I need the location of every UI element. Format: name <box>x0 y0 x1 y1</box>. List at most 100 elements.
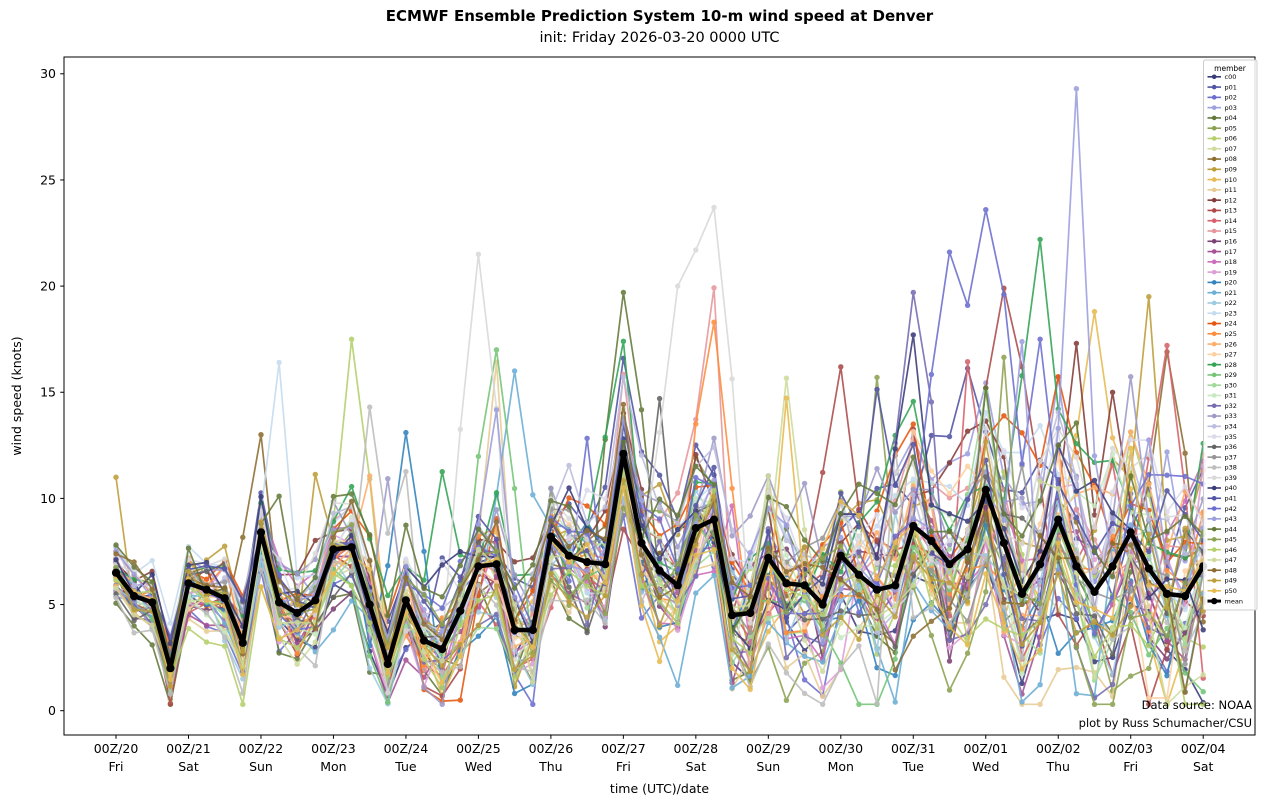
chart-subtitle: init: Friday 2026-03-20 0000 UTC <box>539 30 780 46</box>
mean-marker <box>1036 560 1045 569</box>
member-marker <box>1109 574 1116 580</box>
member-marker <box>530 679 536 685</box>
member-marker <box>294 602 300 608</box>
member-marker <box>747 629 753 636</box>
member-marker <box>983 589 989 595</box>
x-tick-label-utc: 00Z/01 <box>963 741 1008 756</box>
member-marker <box>439 594 445 600</box>
member-marker <box>1164 638 1170 644</box>
member-marker <box>1164 656 1170 662</box>
member-marker <box>856 609 862 616</box>
member-marker <box>511 594 518 600</box>
legend-marker-dot <box>1211 321 1217 326</box>
member-marker <box>530 701 536 707</box>
member-marker <box>856 636 862 642</box>
member-marker <box>874 700 880 707</box>
legend-entry-p40: p40 <box>1207 484 1237 492</box>
member-marker <box>222 643 228 649</box>
member-marker <box>620 477 627 484</box>
member-marker <box>620 289 627 296</box>
mean-marker <box>800 581 809 590</box>
member-marker <box>131 559 137 565</box>
member-marker <box>167 701 174 707</box>
member-marker <box>783 552 790 558</box>
mean-marker <box>166 664 175 673</box>
legend-entry-label: p25 <box>1225 330 1237 338</box>
member-marker <box>1073 664 1080 671</box>
member-marker <box>385 476 391 482</box>
member-marker <box>964 559 971 565</box>
legend-entry-c00: c00 <box>1207 73 1236 81</box>
member-marker <box>493 347 500 353</box>
member-marker <box>1055 540 1061 546</box>
member-marker <box>493 519 500 525</box>
legend-entry-label: p27 <box>1225 351 1237 359</box>
member-marker <box>946 490 953 497</box>
legend-marker-dot <box>1211 465 1217 470</box>
legend-marker-dot <box>1211 578 1217 583</box>
legend-marker-dot <box>1211 259 1217 265</box>
x-tick-label-utc: 00Z/30 <box>819 741 864 756</box>
legend-marker-dot <box>1211 187 1217 193</box>
member-marker <box>892 699 898 705</box>
legend-entry-label: p49 <box>1225 577 1237 585</box>
member-marker <box>1019 495 1025 501</box>
member-marker <box>258 432 264 438</box>
member-marker <box>820 616 826 622</box>
member-marker <box>983 385 989 391</box>
mean-marker <box>963 545 972 554</box>
member-marker <box>783 637 790 644</box>
member-marker <box>566 521 572 528</box>
legend-marker-dot <box>1211 341 1217 347</box>
member-marker <box>439 658 445 664</box>
member-marker <box>1146 516 1152 522</box>
member-marker <box>783 569 790 575</box>
member-marker <box>910 428 916 435</box>
member-marker <box>1073 599 1080 605</box>
legend-entry-p30: p30 <box>1207 381 1237 389</box>
mean-marker <box>438 645 447 654</box>
member-marker <box>1001 511 1007 517</box>
member-marker <box>602 610 608 617</box>
member-marker <box>783 395 790 401</box>
legend-entry-p46: p46 <box>1207 546 1237 554</box>
member-marker <box>1164 449 1170 455</box>
member-marker <box>131 623 137 629</box>
member-marker <box>820 564 826 570</box>
member-marker <box>910 614 916 621</box>
member-marker <box>330 571 337 577</box>
member-marker <box>729 685 735 691</box>
member-marker <box>511 674 518 680</box>
member-marker <box>747 582 753 588</box>
member-marker <box>892 556 898 562</box>
mean-marker <box>1162 589 1172 599</box>
legend-entry-p32: p32 <box>1207 402 1237 410</box>
member-marker <box>566 503 572 510</box>
member-marker <box>946 658 953 664</box>
member-marker <box>1200 627 1206 633</box>
member-marker <box>946 596 953 603</box>
mean-marker <box>818 600 827 609</box>
legend-marker-dot <box>1211 444 1217 450</box>
member-marker <box>783 697 790 703</box>
mean-marker <box>365 600 374 609</box>
member-marker <box>693 573 699 579</box>
member-marker <box>566 584 572 590</box>
member-marker <box>167 620 174 626</box>
member-marker <box>1019 533 1025 539</box>
member-marker <box>820 574 826 581</box>
member-marker <box>801 637 808 643</box>
member-marker <box>602 434 608 440</box>
legend-marker-dot <box>1211 516 1217 522</box>
member-marker <box>548 518 554 524</box>
member-marker <box>946 587 953 593</box>
member-marker <box>294 627 300 633</box>
member-marker <box>820 668 826 674</box>
member-marker <box>964 598 971 605</box>
member-marker <box>964 618 971 624</box>
member-marker <box>1019 505 1025 511</box>
member-marker <box>240 534 246 540</box>
member-marker <box>530 562 536 568</box>
legend-entry-label: p45 <box>1225 536 1237 544</box>
